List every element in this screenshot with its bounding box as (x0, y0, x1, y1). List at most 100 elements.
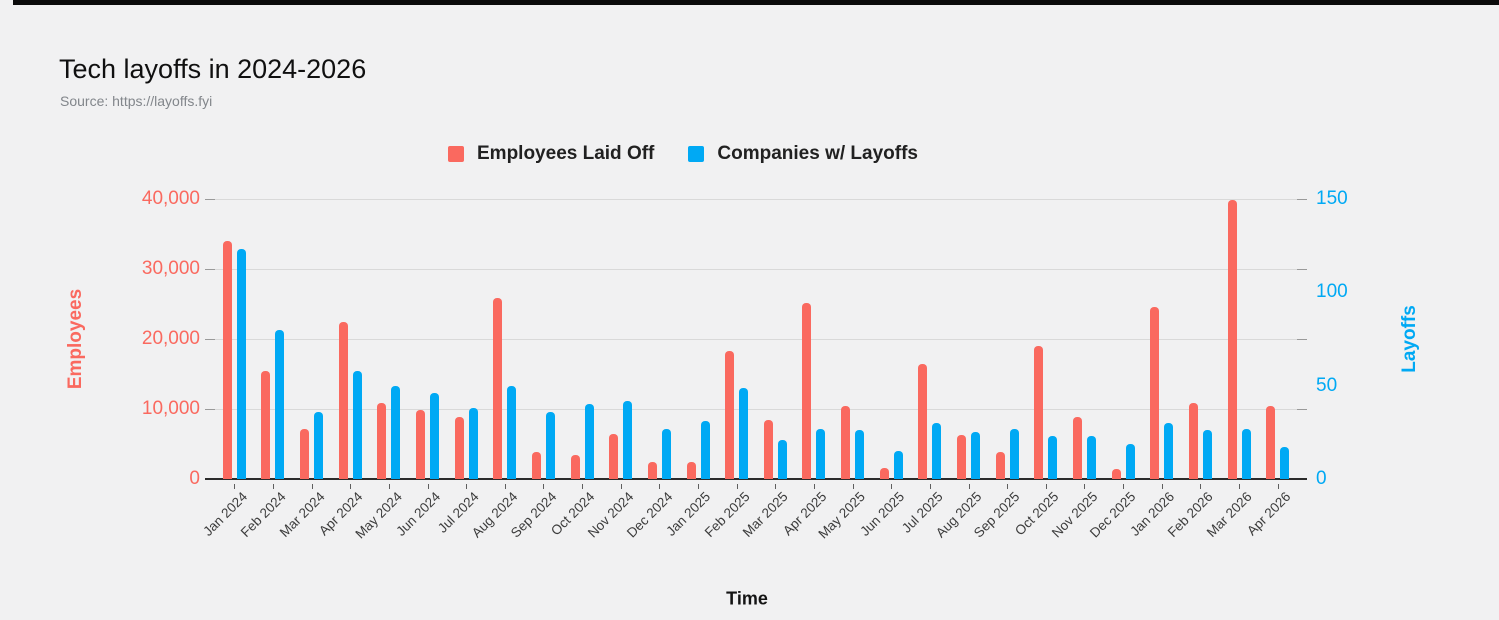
bar-employees (1111, 469, 1121, 479)
left-axis-tick-label: 0 (189, 468, 200, 489)
bar-companies (893, 451, 903, 479)
right-axis-title: Layoffs (1399, 305, 1420, 373)
bar-companies (236, 249, 246, 479)
x-axis-line (205, 478, 1307, 480)
bar-companies (1280, 447, 1290, 479)
bar-employees (1150, 306, 1160, 479)
bar-employees (416, 409, 426, 479)
bar-companies (1125, 443, 1135, 479)
bar-companies (1164, 423, 1174, 479)
bar-employees (570, 454, 580, 479)
bar-companies (971, 432, 981, 479)
x-axis-tick (968, 484, 970, 489)
employees-swatch-icon (448, 146, 464, 162)
bar-companies (855, 430, 865, 479)
left-axis-tick (205, 339, 215, 340)
bar-companies (430, 393, 440, 479)
bar-companies (623, 400, 633, 479)
right-axis-tick-label: 50 (1316, 374, 1338, 396)
x-axis-tick (466, 484, 468, 489)
chart-title: Tech layoffs in 2024-2026 (59, 54, 367, 84)
bar-companies (932, 423, 942, 479)
bar-companies (1048, 436, 1058, 479)
x-axis-tick (1123, 484, 1125, 489)
bar-employees (261, 371, 271, 479)
right-axis-tick-label: 0 (1316, 468, 1327, 489)
bar-employees (1188, 403, 1198, 479)
bar-companies (777, 439, 787, 479)
bar-employees (763, 419, 773, 479)
bar-employees (918, 364, 928, 479)
bar-employees (957, 434, 967, 479)
chart-source: Source: https://layoffs.fyi (60, 93, 213, 109)
gridline (207, 199, 1307, 200)
right-axis-tick-label: 150 (1316, 188, 1348, 209)
bar-companies (700, 421, 710, 479)
bar-employees (222, 241, 232, 479)
bar-employees (609, 433, 619, 479)
bar-employees (531, 451, 541, 479)
bar-employees (995, 451, 1005, 479)
bar-companies (584, 404, 594, 479)
x-axis-tick (272, 484, 274, 489)
left-axis-tick-label: 40,000 (141, 188, 200, 209)
bar-companies (545, 411, 555, 479)
left-axis-tick (205, 199, 215, 200)
legend-item-employees: Employees Laid Off (448, 143, 654, 165)
x-axis-tick (1277, 484, 1279, 489)
bar-companies (1009, 428, 1019, 479)
x-axis-tick (582, 484, 584, 489)
x-axis-tick (504, 484, 506, 489)
x-axis-tick (1045, 484, 1047, 489)
x-axis-tick (350, 484, 352, 489)
bar-employees (1227, 199, 1237, 479)
x-axis-tick (775, 484, 777, 489)
bar-employees (879, 467, 889, 479)
left-axis-tick-label: 10,000 (141, 398, 200, 419)
bar-companies (816, 428, 826, 479)
bar-companies (739, 387, 749, 479)
bar-employees (802, 303, 812, 479)
x-axis-tick (929, 484, 931, 489)
bar-companies (1202, 430, 1212, 479)
right-axis-tick (1297, 269, 1307, 270)
bar-companies (1241, 428, 1251, 479)
bar-employees (1266, 405, 1276, 479)
left-axis-tick (205, 409, 215, 410)
left-axis-tick-label: 20,000 (141, 328, 200, 349)
gridline (207, 409, 1307, 410)
x-axis-tick (659, 484, 661, 489)
x-axis-tick (1084, 484, 1086, 489)
bar-employees (493, 298, 503, 479)
bar-companies (391, 385, 401, 479)
x-axis-tick (891, 484, 893, 489)
left-axis-title: Employees (65, 288, 86, 390)
bar-employees (377, 403, 387, 479)
right-axis-tick (1297, 409, 1307, 410)
bar-companies (1086, 436, 1096, 479)
legend-item-companies: Companies w/ Layoffs (688, 143, 918, 165)
bar-employees (338, 322, 348, 479)
bar-employees (1072, 417, 1082, 479)
right-axis-tick (1297, 199, 1307, 200)
x-axis-tick (620, 484, 622, 489)
companies-swatch-icon (688, 146, 705, 162)
window-top-border (13, 0, 1499, 5)
x-axis-tick (1200, 484, 1202, 489)
bar-employees (686, 462, 696, 479)
x-axis-tick (427, 484, 429, 489)
right-axis-tick (1297, 339, 1307, 340)
x-axis-tick (813, 484, 815, 489)
bar-companies (352, 370, 362, 479)
bar-employees (300, 429, 310, 479)
x-axis-tick (543, 484, 545, 489)
x-axis-tick (1239, 484, 1241, 489)
bar-companies (314, 411, 324, 479)
gridline (207, 269, 1307, 270)
x-axis-tick (1007, 484, 1009, 489)
left-axis-tick (205, 269, 215, 270)
x-axis-tick (852, 484, 854, 489)
bar-employees (725, 350, 735, 479)
x-axis-tick (234, 484, 236, 489)
bar-employees (454, 417, 464, 479)
